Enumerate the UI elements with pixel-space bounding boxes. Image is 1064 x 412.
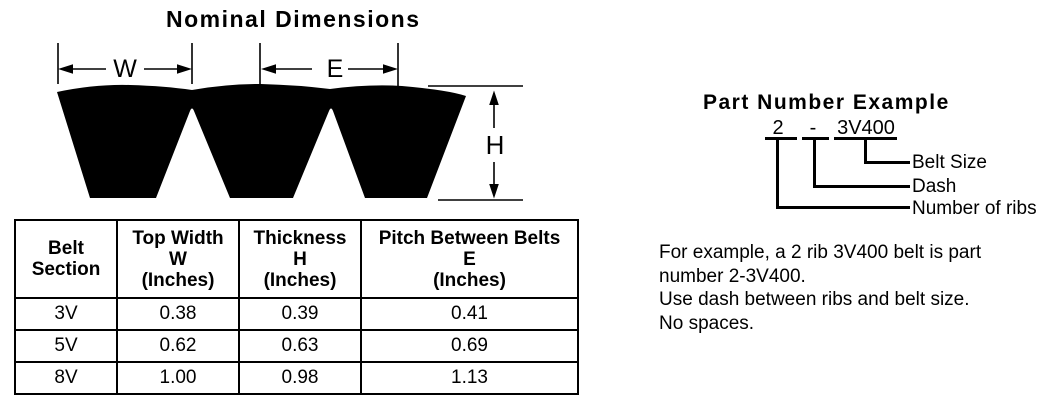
- table-header-row: Belt Section Top Width W (Inches) Thickn…: [14, 219, 579, 299]
- table-row: 3V 0.38 0.39 0.41: [14, 297, 579, 331]
- cell-top-width: 1.00: [116, 361, 240, 395]
- dimension-arrowheads: [58, 64, 499, 199]
- dim-label-h: H: [485, 130, 505, 160]
- part-number-ribs-value: 2: [772, 117, 784, 139]
- cell-thickness: 0.39: [238, 297, 362, 331]
- cell-pitch: 0.69: [360, 329, 579, 363]
- cell-thickness: 0.98: [238, 361, 362, 395]
- callout-number-of-ribs: Number of ribs: [912, 198, 1037, 219]
- part-number-notes: For example, a 2 rib 3V400 belt is part …: [659, 241, 981, 335]
- table-row: 8V 1.00 0.98 1.13: [14, 361, 579, 395]
- part-number-leader-lines: [765, 137, 910, 209]
- header-belt-section: Belt Section: [14, 219, 118, 299]
- dim-label-e: E: [326, 55, 344, 83]
- callout-belt-size: Belt Size: [912, 152, 987, 173]
- part-number-example-title: Part Number Example: [703, 91, 950, 114]
- part-number-belt-size-value: 3V400: [837, 117, 895, 139]
- dimension-tick-lines: [57, 43, 523, 201]
- header-thickness: Thickness H (Inches): [238, 219, 362, 299]
- header-pitch-between-belts: Pitch Between Belts E (Inches): [360, 219, 579, 299]
- cell-pitch: 0.41: [360, 297, 579, 331]
- cell-belt-section: 3V: [14, 297, 118, 331]
- cell-belt-section: 8V: [14, 361, 118, 395]
- nominal-dimensions-title: Nominal Dimensions: [166, 6, 421, 32]
- note-line: For example, a 2 rib 3V400 belt is part: [659, 242, 982, 263]
- dim-label-w: W: [113, 55, 137, 83]
- cell-top-width: 0.62: [116, 329, 240, 363]
- cell-belt-section: 5V: [14, 329, 118, 363]
- belt-spec-table: Belt Section Top Width W (Inches) Thickn…: [14, 219, 579, 395]
- part-number-dash-value: -: [809, 117, 817, 139]
- note-line: number 2-3V400.: [659, 265, 806, 287]
- belt-profile-silhouette: [57, 84, 466, 198]
- table-row: 5V 0.62 0.63 0.69: [14, 329, 579, 363]
- note-line: Use dash between ribs and belt size.: [659, 289, 970, 310]
- note-line: No spaces.: [659, 312, 755, 334]
- belt-cross-section-diagram: [57, 43, 523, 201]
- cell-top-width: 0.38: [116, 297, 240, 331]
- callout-dash: Dash: [912, 176, 957, 197]
- cell-thickness: 0.63: [238, 329, 362, 363]
- header-top-width: Top Width W (Inches): [116, 219, 240, 299]
- cell-pitch: 1.13: [360, 361, 579, 395]
